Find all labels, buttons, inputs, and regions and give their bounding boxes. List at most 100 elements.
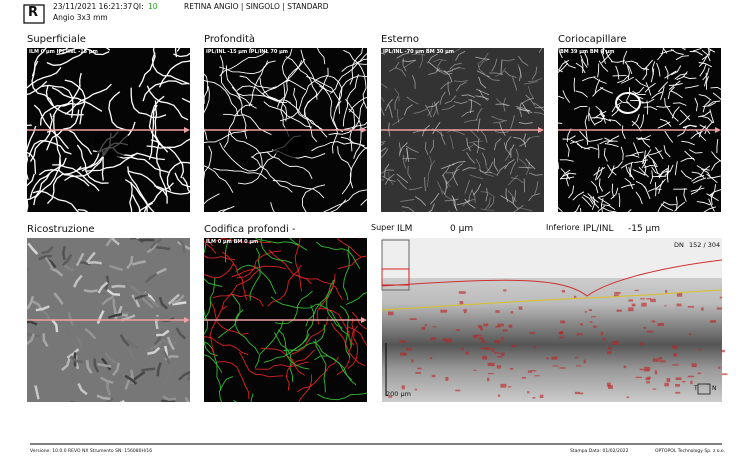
vessel <box>510 144 515 158</box>
vessel <box>328 101 365 136</box>
vessel <box>306 75 340 114</box>
vessel <box>234 309 259 354</box>
vessel <box>35 305 50 312</box>
vessel <box>630 99 644 103</box>
vessel <box>644 82 656 93</box>
flow <box>508 324 513 328</box>
vessel <box>510 177 524 184</box>
lower-offset: -15 µm <box>628 224 661 234</box>
vessel <box>126 347 136 361</box>
vessel <box>148 95 165 146</box>
flow <box>698 348 702 351</box>
vessel <box>239 352 284 378</box>
layer-label: ILM 0 µm BM 0 µm <box>206 239 259 245</box>
vessel <box>323 189 367 212</box>
vessel <box>488 196 495 209</box>
vessel <box>464 198 476 209</box>
flow <box>483 323 489 327</box>
vessel <box>150 139 185 179</box>
vessel <box>126 338 139 350</box>
vessel <box>451 172 459 186</box>
flow <box>643 369 650 372</box>
vessel <box>301 184 326 212</box>
vessel <box>593 167 606 176</box>
vessel <box>428 203 435 212</box>
flow <box>664 305 667 307</box>
flow <box>559 336 565 339</box>
vessel <box>598 197 611 206</box>
vessel <box>632 90 646 96</box>
flow <box>574 295 577 298</box>
vessel <box>471 189 476 203</box>
vessel <box>67 311 74 327</box>
vessel <box>388 104 393 118</box>
vessel <box>707 48 716 53</box>
vessel <box>504 148 512 162</box>
vessel <box>461 144 475 152</box>
vessel <box>107 312 123 319</box>
vessel <box>694 97 698 112</box>
ilm-line <box>381 259 723 297</box>
vessel <box>702 67 710 81</box>
vessel <box>507 190 517 202</box>
vessel <box>650 68 655 83</box>
vessel <box>27 295 35 310</box>
vessel <box>691 174 705 182</box>
vessel <box>624 177 634 190</box>
vessel <box>480 191 494 197</box>
flow <box>719 296 723 299</box>
vessel <box>251 156 293 193</box>
vessel <box>519 137 531 147</box>
vessel <box>186 369 190 381</box>
vessel <box>343 49 367 65</box>
vessel <box>659 118 672 127</box>
vessel <box>27 173 35 187</box>
flow <box>518 306 523 310</box>
vessel <box>559 169 571 180</box>
vessel <box>439 91 446 105</box>
vessel <box>495 103 510 107</box>
vessel <box>219 142 262 172</box>
vessel <box>254 361 309 370</box>
vessel <box>610 60 625 63</box>
vessel <box>566 172 569 187</box>
vessel <box>588 107 590 122</box>
vessel <box>204 354 223 373</box>
vessel <box>572 191 585 201</box>
vessel <box>136 238 140 240</box>
vessel <box>28 140 72 158</box>
vessel <box>491 115 505 122</box>
vessel <box>381 147 387 152</box>
vessel <box>626 87 631 101</box>
vessel <box>475 95 490 100</box>
vessel <box>216 361 250 400</box>
flow <box>675 377 682 381</box>
vessel <box>204 336 249 356</box>
vessel <box>219 55 242 102</box>
vessel <box>476 70 490 78</box>
flow <box>579 323 583 326</box>
vessel <box>153 315 168 320</box>
vessel <box>29 157 67 198</box>
flow <box>664 382 669 387</box>
vessel <box>248 60 276 107</box>
vessel <box>637 134 651 141</box>
vessel <box>607 135 620 144</box>
vessel <box>617 75 629 84</box>
vessel <box>635 78 648 87</box>
flow <box>676 292 683 297</box>
vessel <box>27 267 30 272</box>
vessel <box>594 166 600 181</box>
vessel <box>461 94 476 98</box>
flow <box>527 391 530 394</box>
vessel <box>710 86 721 90</box>
vessel <box>666 165 670 180</box>
vessel <box>384 163 390 177</box>
vessel <box>642 150 646 165</box>
vessel <box>703 72 707 87</box>
vessel <box>531 66 538 80</box>
vessel <box>486 75 500 81</box>
vessel <box>692 177 707 184</box>
vessel <box>444 95 457 105</box>
vessel <box>63 324 73 339</box>
